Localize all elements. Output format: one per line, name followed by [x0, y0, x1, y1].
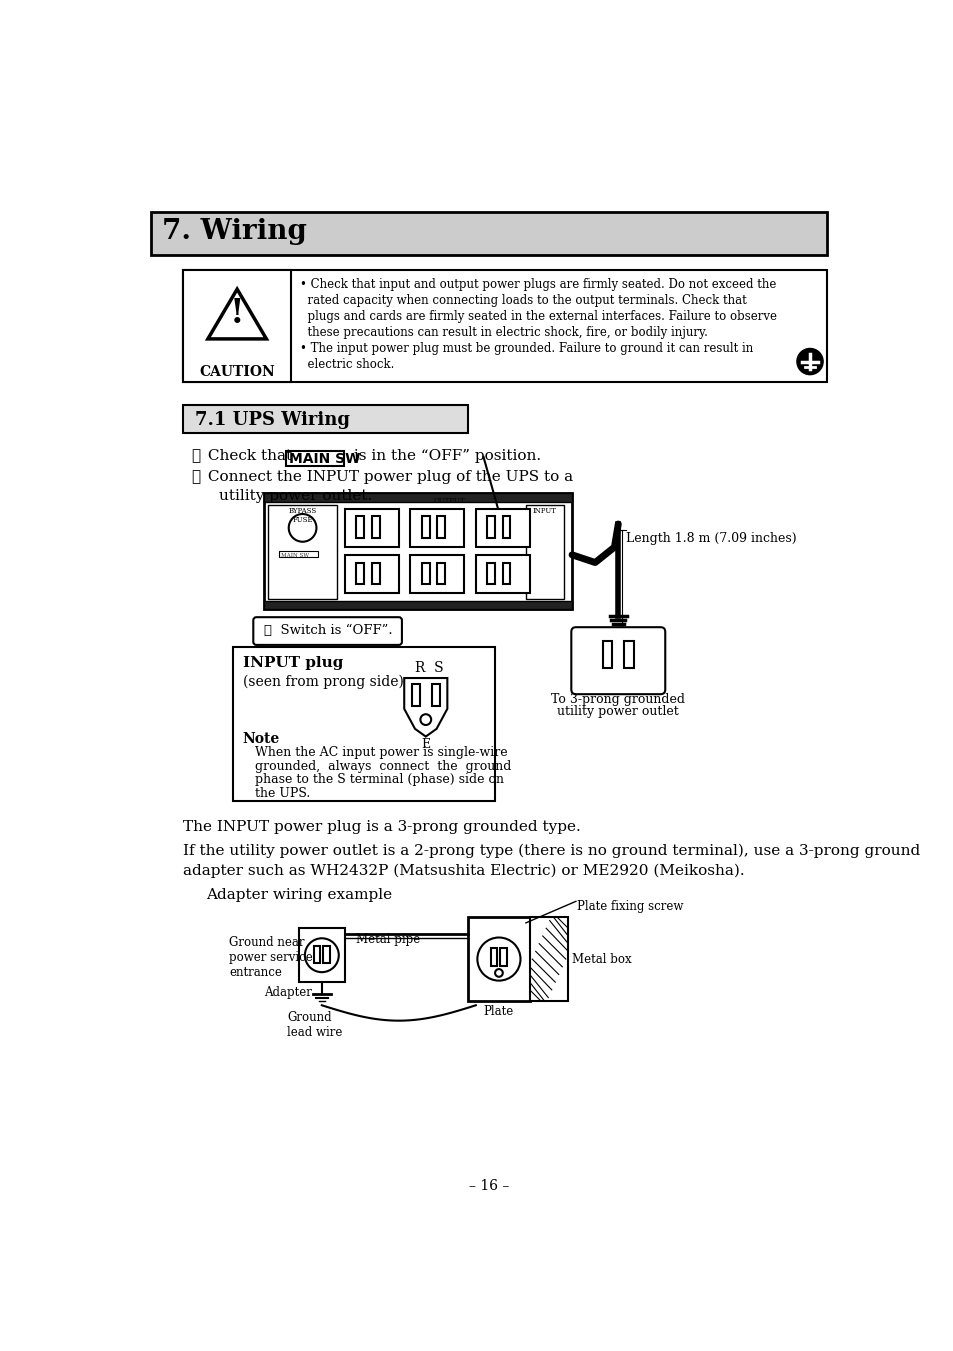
- Text: ①: ①: [191, 450, 200, 463]
- Text: the UPS.: the UPS.: [254, 788, 310, 800]
- Text: utility power outlet.: utility power outlet.: [218, 489, 372, 503]
- Text: grounded,  always  connect  the  ground: grounded, always connect the ground: [254, 759, 511, 773]
- Text: – 16 –: – 16 –: [468, 1179, 509, 1193]
- Bar: [268, 505, 336, 598]
- Bar: [356, 516, 364, 538]
- Text: Adapter: Adapter: [264, 986, 312, 998]
- Text: When the AC input power is single-wire: When the AC input power is single-wire: [254, 746, 507, 759]
- Text: phase to the S terminal (phase) side on: phase to the S terminal (phase) side on: [254, 774, 503, 786]
- Bar: [487, 516, 495, 538]
- Bar: [525, 505, 564, 598]
- FancyBboxPatch shape: [571, 627, 664, 694]
- Bar: [529, 917, 568, 1001]
- Bar: [356, 562, 364, 584]
- Circle shape: [305, 939, 338, 973]
- Bar: [436, 516, 444, 538]
- Bar: [285, 451, 344, 466]
- Bar: [151, 212, 826, 254]
- Text: INPUT plug: INPUT plug: [242, 657, 342, 670]
- Text: 7.1 UPS Wiring: 7.1 UPS Wiring: [194, 411, 350, 428]
- Bar: [372, 516, 379, 538]
- Bar: [476, 508, 529, 547]
- Bar: [264, 601, 572, 609]
- Text: plugs and cards are firmly seated in the external interfaces. Failure to observe: plugs and cards are firmly seated in the…: [300, 309, 777, 323]
- Text: • Check that input and output power plugs are firmly seated. Do not exceed the: • Check that input and output power plug…: [300, 277, 776, 290]
- Bar: [491, 947, 497, 966]
- Bar: [624, 642, 633, 667]
- Text: INPUT: INPUT: [533, 507, 557, 515]
- Text: ①  Switch is “OFF”.: ① Switch is “OFF”.: [264, 624, 393, 638]
- Text: Check that: Check that: [203, 450, 297, 463]
- Bar: [410, 555, 464, 593]
- Bar: [183, 270, 826, 381]
- Bar: [345, 555, 398, 593]
- Circle shape: [420, 715, 431, 725]
- Bar: [183, 405, 468, 434]
- Bar: [602, 642, 612, 667]
- Bar: [372, 562, 379, 584]
- Text: Connect the INPUT power plug of the UPS to a: Connect the INPUT power plug of the UPS …: [203, 470, 573, 484]
- Text: utility power outlet: utility power outlet: [557, 705, 679, 717]
- Bar: [421, 516, 429, 538]
- Text: adapter such as WH2432P (Matsushita Electric) or ME2920 (Meikosha).: adapter such as WH2432P (Matsushita Elec…: [183, 863, 744, 878]
- Text: Metal pipe: Metal pipe: [356, 934, 420, 946]
- Polygon shape: [404, 678, 447, 736]
- Bar: [412, 684, 419, 705]
- Text: Ground near
power service
entrance: Ground near power service entrance: [229, 936, 313, 979]
- Text: Plate: Plate: [483, 1005, 514, 1019]
- Text: • The input power plug must be grounded. Failure to ground it can result in: • The input power plug must be grounded.…: [300, 342, 753, 355]
- Bar: [233, 647, 495, 801]
- Bar: [432, 684, 439, 705]
- Text: Ground
lead wire: Ground lead wire: [287, 1012, 342, 1039]
- Text: Metal box: Metal box: [572, 952, 631, 966]
- Text: CAUTION: CAUTION: [199, 365, 274, 378]
- Bar: [487, 562, 495, 584]
- Bar: [264, 493, 572, 609]
- Bar: [500, 947, 506, 966]
- Text: !: !: [230, 297, 244, 330]
- Text: To 3-prong grounded: To 3-prong grounded: [551, 693, 684, 707]
- Text: 7. Wiring: 7. Wiring: [162, 219, 307, 246]
- Text: R  S: R S: [415, 661, 443, 676]
- Bar: [476, 555, 529, 593]
- FancyBboxPatch shape: [253, 617, 401, 644]
- Text: (seen from prong side): (seen from prong side): [242, 674, 403, 689]
- Text: MAIN SW: MAIN SW: [289, 453, 359, 466]
- Bar: [421, 562, 429, 584]
- Text: If the utility power outlet is a 2-prong type (there is no ground terminal), use: If the utility power outlet is a 2-prong…: [183, 843, 920, 858]
- Text: Length 1.8 m (7.09 inches): Length 1.8 m (7.09 inches): [625, 532, 796, 544]
- Bar: [502, 516, 510, 538]
- Text: is in the “OFF” position.: is in the “OFF” position.: [349, 450, 540, 463]
- Circle shape: [476, 938, 520, 981]
- Bar: [279, 551, 317, 557]
- Text: E: E: [421, 738, 430, 751]
- Circle shape: [289, 513, 316, 542]
- Text: these precautions can result in electric shock, fire, or bodily injury.: these precautions can result in electric…: [300, 326, 707, 339]
- Bar: [468, 917, 529, 1001]
- Text: MAIN SW: MAIN SW: [281, 554, 309, 558]
- Text: ②: ②: [191, 470, 200, 484]
- Text: rated capacity when connecting loads to the output terminals. Check that: rated capacity when connecting loads to …: [300, 293, 746, 307]
- Text: electric shock.: electric shock.: [300, 358, 395, 372]
- Text: Adapter wiring example: Adapter wiring example: [206, 888, 392, 902]
- Text: Note: Note: [242, 732, 279, 746]
- Polygon shape: [208, 289, 266, 339]
- Bar: [436, 562, 444, 584]
- Bar: [298, 928, 345, 982]
- Bar: [502, 562, 510, 584]
- Bar: [183, 270, 291, 381]
- Bar: [314, 946, 320, 963]
- Text: The INPUT power plug is a 3-prong grounded type.: The INPUT power plug is a 3-prong ground…: [183, 820, 580, 835]
- Bar: [410, 508, 464, 547]
- Circle shape: [796, 349, 822, 374]
- Text: OUTPUT: OUTPUT: [433, 497, 464, 505]
- Text: BYPASS
FUSE: BYPASS FUSE: [288, 507, 316, 524]
- Text: Plate fixing screw: Plate fixing screw: [577, 900, 683, 913]
- Circle shape: [495, 969, 502, 977]
- Bar: [323, 946, 329, 963]
- Bar: [345, 508, 398, 547]
- Bar: [264, 493, 572, 503]
